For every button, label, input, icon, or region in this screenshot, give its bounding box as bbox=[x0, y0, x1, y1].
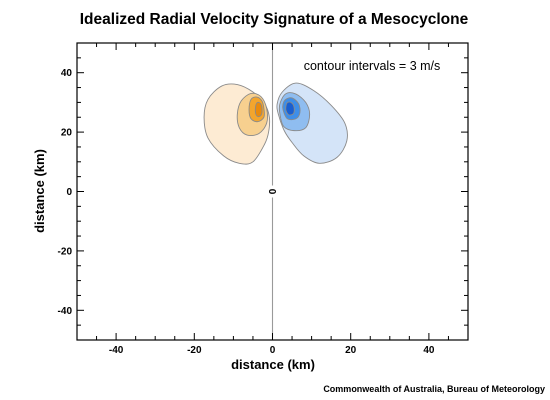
velocity-lobe-left bbox=[203, 83, 271, 165]
y-axis-label: distance (km) bbox=[32, 149, 47, 233]
credit-line: Commonwealth of Australia, Bureau of Met… bbox=[323, 384, 545, 394]
y-tick-label: 40 bbox=[61, 68, 73, 79]
zero-label-halo bbox=[268, 185, 277, 198]
contour-right-level-4 bbox=[285, 101, 295, 116]
chart-title: Idealized Radial Velocity Signature of a… bbox=[80, 11, 469, 28]
y-tick-label: -20 bbox=[58, 246, 73, 257]
contour-interval-annotation: contour intervals = 3 m/s bbox=[304, 59, 441, 73]
x-tick-label: 0 bbox=[270, 345, 276, 356]
x-axis-label: distance (km) bbox=[231, 357, 315, 372]
x-tick-label: -40 bbox=[109, 345, 124, 356]
plot-area: 0 -40 -20 0 20 40 -40 -20 0 20 40 bbox=[58, 42, 469, 356]
y-tick-label: 0 bbox=[66, 187, 72, 198]
y-tick-label: -40 bbox=[58, 306, 73, 317]
zero-contour-label: 0 bbox=[268, 188, 279, 194]
x-tick-label: -20 bbox=[187, 345, 202, 356]
x-tick-label: 20 bbox=[345, 345, 357, 356]
y-tick-label: 20 bbox=[61, 128, 73, 139]
contour-left-level-4 bbox=[254, 101, 263, 118]
velocity-lobe-right bbox=[276, 82, 348, 164]
x-tick-label: 40 bbox=[423, 345, 435, 356]
